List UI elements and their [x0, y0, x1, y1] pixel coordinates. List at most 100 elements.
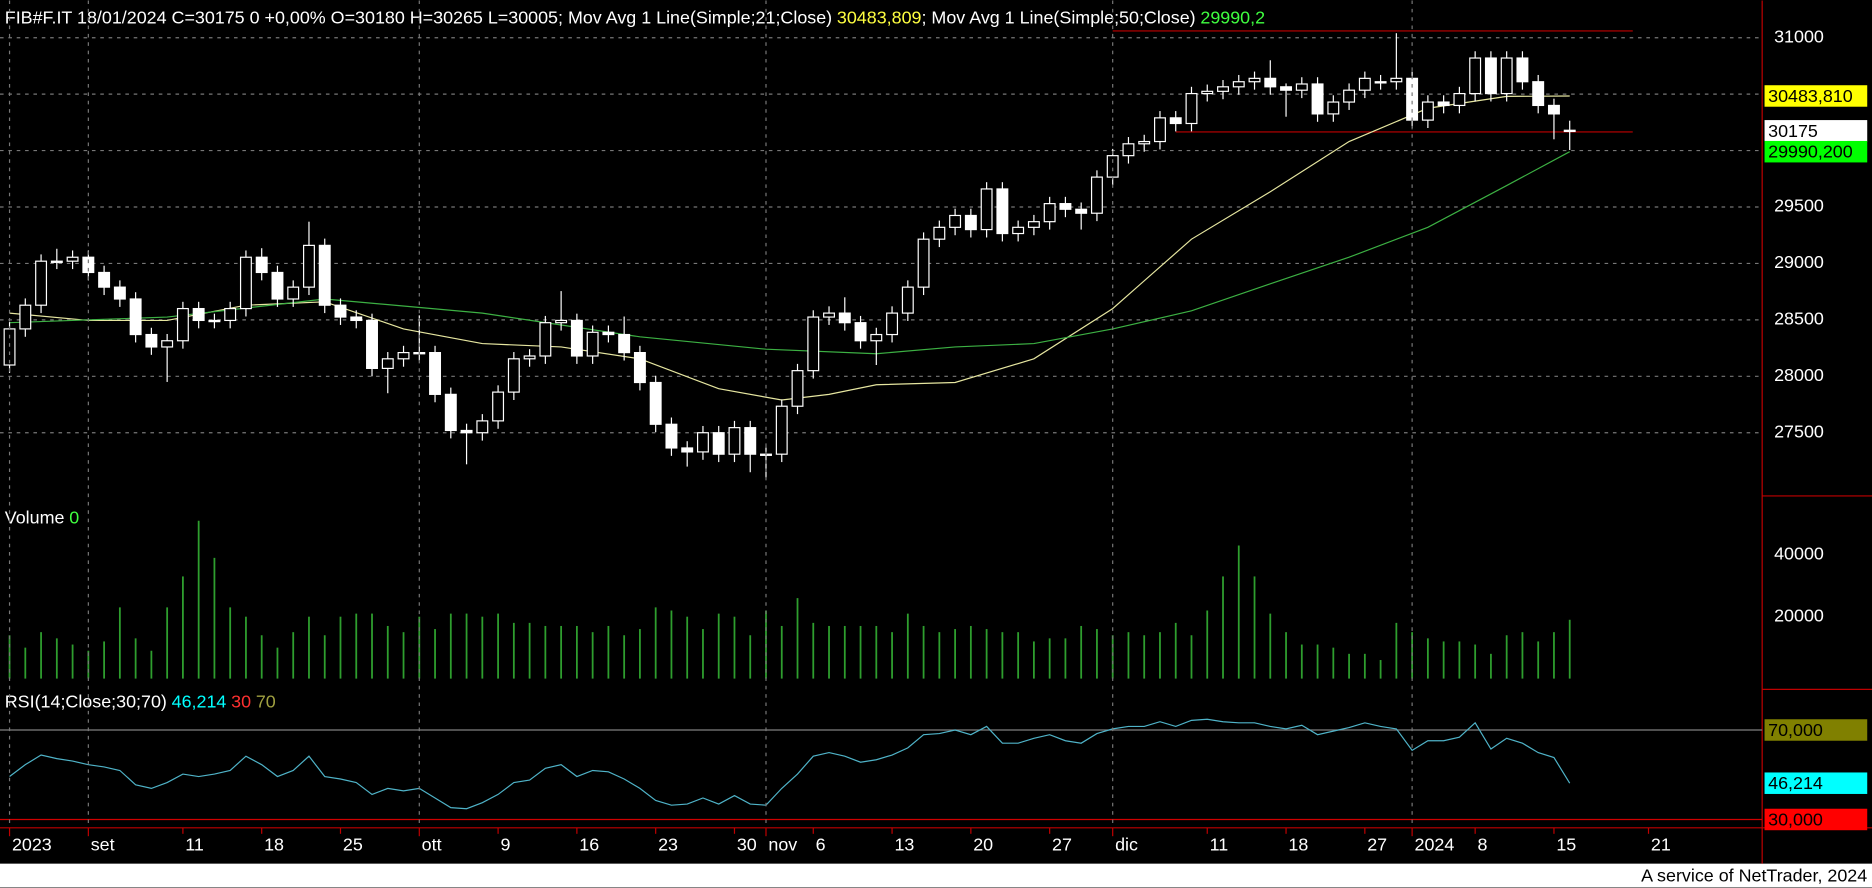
candle-body: [1169, 117, 1182, 125]
candle-body: [1122, 143, 1135, 157]
x-tick-label: 15: [1556, 834, 1576, 854]
candle-body: [1516, 57, 1529, 83]
x-tick-label: 8: [1478, 834, 1488, 854]
candle-body: [82, 256, 95, 274]
candle-body: [744, 427, 757, 455]
candle-body: [507, 358, 520, 393]
candle-body: [318, 244, 331, 306]
candle-body: [1421, 101, 1434, 121]
x-tick-label: 27: [1052, 834, 1072, 854]
candle-body: [1295, 83, 1308, 91]
candle-body: [823, 312, 835, 318]
x-tick-label: 27: [1367, 834, 1387, 854]
x-tick-label: nov: [768, 834, 797, 854]
candle-body: [1043, 203, 1056, 223]
candle-body: [1090, 176, 1103, 214]
candle-body: [35, 260, 48, 306]
price-label: 30483,810: [1768, 86, 1853, 106]
candle-body: [791, 370, 804, 407]
x-tick-label: 6: [816, 834, 826, 854]
candle-body: [366, 319, 378, 369]
candle-body: [949, 214, 962, 228]
y-tick-label: 28000: [1774, 365, 1824, 385]
candle-body: [870, 333, 883, 342]
y-tick-label: 40000: [1774, 543, 1824, 563]
candle-body: [996, 188, 1009, 235]
price-label-box: [1764, 85, 1868, 107]
candle-body: [775, 405, 788, 455]
candle-body: [1547, 104, 1560, 115]
x-tick-label: 18: [1288, 834, 1308, 854]
candle-body: [633, 352, 646, 384]
candle-body: [1280, 86, 1293, 91]
candle-body: [917, 238, 930, 288]
candle-body: [523, 355, 536, 360]
price-label-box: [1764, 140, 1868, 163]
footer-text: A service of NetTrader, 2024: [1641, 866, 1867, 886]
candle-body: [539, 322, 552, 357]
candle-body: [712, 432, 725, 455]
panel-title: RSI(14;Close;30;70) 46,214 30 70: [5, 691, 276, 711]
candle-body: [649, 381, 662, 425]
candle-body: [1437, 101, 1450, 107]
price-label-box: [1764, 719, 1868, 741]
candle-body: [255, 256, 268, 274]
candle-body: [665, 423, 678, 449]
x-tick-label: 13: [894, 834, 914, 854]
panel-title: FIB#F.IT 18/01/2024 C=30175 0 +0,00% O=3…: [5, 7, 1265, 27]
candle-body: [50, 260, 63, 263]
x-tick-label: 25: [343, 834, 363, 854]
candle-body: [1217, 86, 1229, 92]
panel-title: Volume 0: [5, 507, 79, 527]
title-part: ; Mov Avg 1 Line(Simple;21;Close): [558, 7, 832, 27]
candle-body: [933, 226, 946, 240]
candle-body: [145, 333, 158, 348]
title-part: 29990,2: [1200, 7, 1265, 27]
candle-body: [1390, 77, 1403, 83]
candle-body: [854, 322, 867, 342]
candle-body: [980, 188, 993, 231]
candle-body: [287, 286, 300, 300]
y-tick-label: 29500: [1774, 196, 1824, 216]
candle-body: [1248, 77, 1261, 83]
candle-body: [586, 331, 599, 357]
candle-body: [1154, 117, 1166, 143]
candle-body: [886, 312, 899, 336]
footer-band: [0, 863, 1872, 888]
candle-body: [1106, 155, 1119, 178]
candle-body: [1453, 92, 1466, 107]
candle-body: [224, 307, 237, 322]
candle-body: [555, 319, 568, 324]
candle-body: [1469, 57, 1482, 95]
candle-body: [1138, 140, 1151, 145]
title-part: RSI(14;Close;30;70): [5, 691, 167, 711]
candle-body: [1075, 208, 1088, 214]
candle-body: [1185, 92, 1198, 125]
candle-body: [429, 352, 442, 395]
candle-body: [1343, 89, 1356, 103]
candle-body: [66, 256, 79, 262]
price-label-box: [1764, 808, 1868, 831]
x-tick-label: 2023: [12, 834, 52, 854]
moving-average: [9, 151, 1570, 355]
candle-body: [208, 319, 221, 323]
candle-body: [1374, 81, 1387, 84]
candle-body: [1264, 77, 1277, 88]
title-part: ; Mov Avg 1 Line(Simple;50;Close): [921, 7, 1195, 27]
y-tick-label: 27500: [1774, 421, 1824, 441]
x-tick-label: ott: [422, 834, 442, 854]
candle-body: [397, 352, 410, 360]
candle-body: [492, 391, 505, 422]
title-part: 30: [231, 691, 251, 711]
price-label: 70,000: [1768, 720, 1823, 740]
candle-body: [1232, 81, 1245, 88]
y-tick-label: 28500: [1774, 309, 1824, 329]
candle-body: [1484, 57, 1497, 95]
candle-body: [460, 429, 473, 434]
candle-body: [444, 393, 457, 432]
x-tick-label: 16: [579, 834, 599, 854]
candle-body: [303, 244, 315, 288]
candle-body: [1027, 221, 1040, 228]
candle-body: [192, 307, 205, 322]
